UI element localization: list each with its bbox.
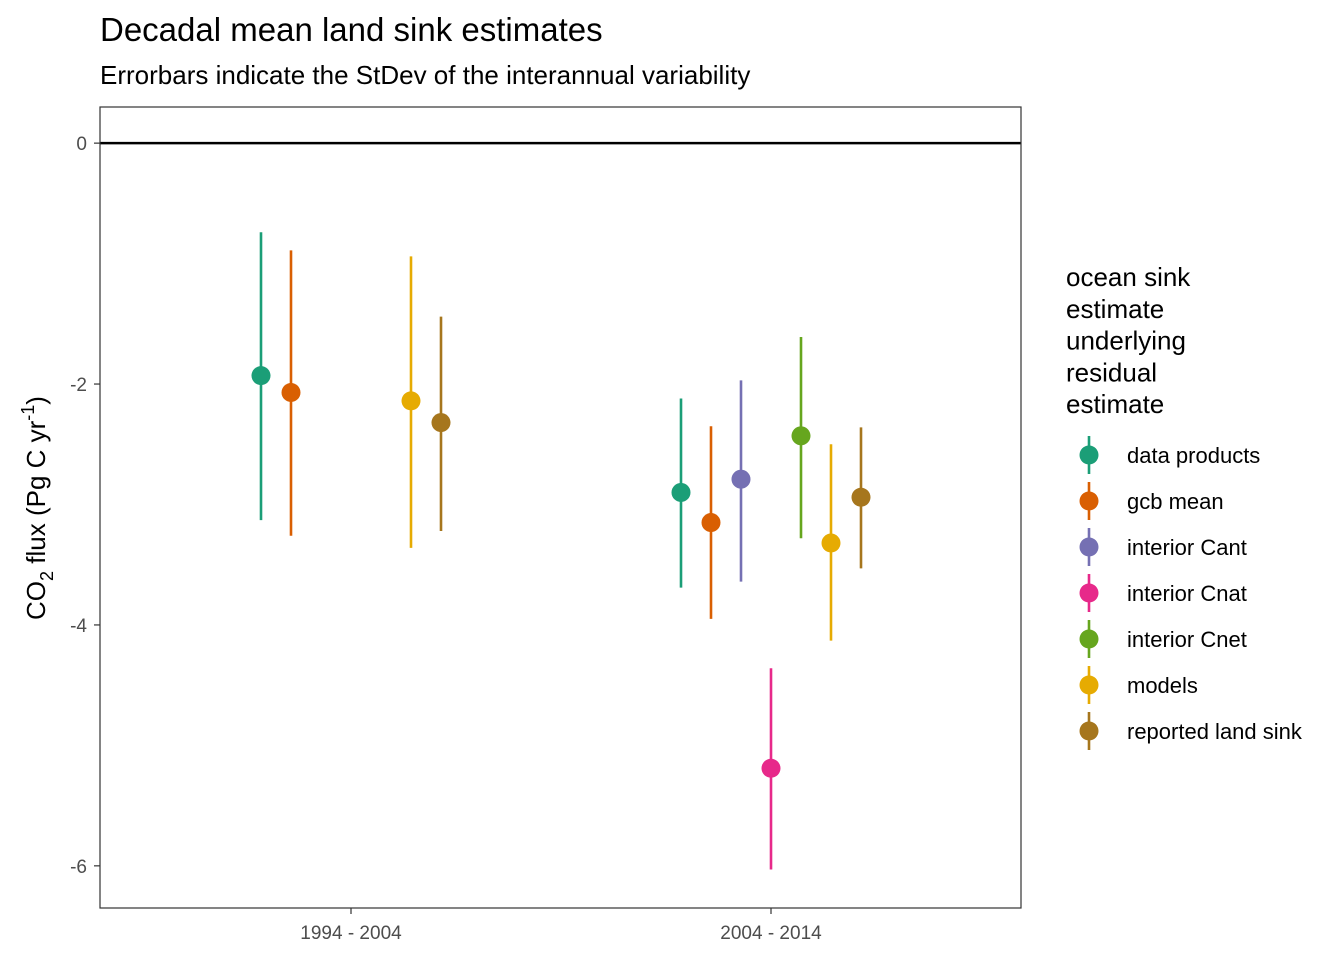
data-point [671,482,691,502]
legend-title-line: estimate [1066,389,1164,419]
data-point [821,533,841,553]
legend-item-models: models [1079,666,1198,704]
legend-label: interior Cnat [1127,581,1247,606]
legend-item-reported-land-sink: reported land sink [1079,712,1303,750]
legend-label: models [1127,673,1198,698]
chart-title: Decadal mean land sink estimates [100,11,603,48]
legend-label: data products [1127,443,1260,468]
plot-background [100,107,1021,908]
y-axis-title-end: ) [21,396,51,405]
series-interior-cnet [791,337,811,539]
y-axis-title-main: CO [21,581,51,620]
y-tick-label: -2 [70,375,87,396]
legend-label: gcb mean [1127,489,1224,514]
data-point [401,391,421,411]
chart-subtitle: Errorbars indicate the StDev of the inte… [100,60,750,90]
series-data-products [251,232,691,588]
y-tick-label: 0 [76,134,87,155]
data-point [701,513,721,533]
y-tick-label: -6 [70,857,87,878]
legend-label: reported land sink [1127,719,1303,744]
legend-key-point [1079,583,1099,603]
legend-key-point [1079,629,1099,649]
legend-label: interior Cant [1127,535,1247,560]
data-point [431,413,451,433]
y-axis: 0 -2 -4 -6 [70,134,100,878]
legend-key-point [1079,675,1099,695]
series-models [401,256,841,641]
legend-key-point [1079,491,1099,511]
legend-title-line: residual [1066,357,1157,387]
x-axis: 1994 - 2004 2004 - 2014 [300,908,822,944]
legend-key-point [1079,537,1099,557]
legend-item-gcb-mean: gcb mean [1079,482,1224,520]
series-interior-cnat [761,668,781,870]
data-point [851,487,871,507]
series-reported-land-sink [431,316,871,569]
legend-item-interior-cnet: interior Cnet [1079,620,1247,658]
x-tick-label: 2004 - 2014 [720,923,822,944]
y-tick-label: -4 [70,616,87,637]
legend-item-data-products: data products [1079,436,1260,474]
legend-title-line: estimate [1066,294,1164,324]
legend-title-line: underlying [1066,326,1186,356]
legend-title-line: ocean sink [1066,262,1191,292]
y-axis-title: CO2 flux (Pg C yr-1) [18,396,57,620]
legend-label: interior Cnet [1127,627,1247,652]
series-gcb-mean [281,250,721,619]
y-axis-title-superscript: -1 [18,405,38,421]
y-axis-title-subscript: 2 [37,571,57,581]
plot-border [99,106,1022,909]
y-axis-title-middle: flux (Pg C yr [21,420,51,571]
series-interior-cant [731,380,751,582]
legend-item-interior-cnat: interior Cnat [1079,574,1247,612]
legend-key-point [1079,721,1099,741]
legend-item-interior-cant: interior Cant [1079,528,1247,566]
data-point [791,426,811,446]
x-tick-label: 1994 - 2004 [300,923,402,944]
data-marks [251,232,871,870]
data-point [731,469,751,489]
legend-key-point [1079,445,1099,465]
data-point [761,758,781,778]
data-point [281,382,301,402]
data-point [251,366,271,386]
legend: ocean sinkestimateunderlyingresidualesti… [1066,262,1303,750]
